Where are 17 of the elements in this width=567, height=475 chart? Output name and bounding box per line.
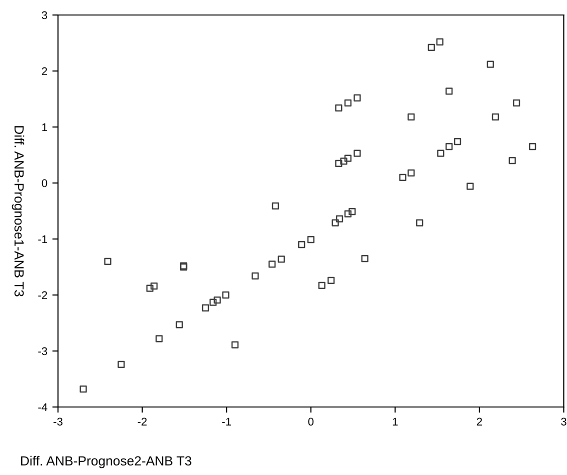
y-tick-label: 3 [42, 11, 48, 20]
x-tick-label: -1 [222, 418, 231, 426]
x-tick-label: -3 [54, 418, 62, 426]
y-tick-label: 2 [42, 67, 48, 76]
y-axis-title: Diff. ANB-Prognose1-ANB T3 [12, 126, 24, 296]
y-tick-label: 1 [42, 123, 48, 132]
x-tick-label: 3 [561, 418, 566, 426]
x-tick-label: -2 [138, 418, 147, 426]
y-tick-label: 0 [42, 179, 48, 188]
y-tick-label: -3 [38, 347, 48, 356]
x-axis-title: Diff. ANB-Prognose2-ANB T3 [21, 456, 192, 468]
x-tick-label: 1 [392, 418, 398, 426]
x-tick-label: 2 [476, 418, 482, 426]
x-tick-label: 0 [308, 418, 314, 426]
y-tick-label: -2 [38, 291, 48, 300]
y-tick-label: -1 [38, 235, 48, 244]
y-tick-label: -4 [38, 403, 48, 412]
